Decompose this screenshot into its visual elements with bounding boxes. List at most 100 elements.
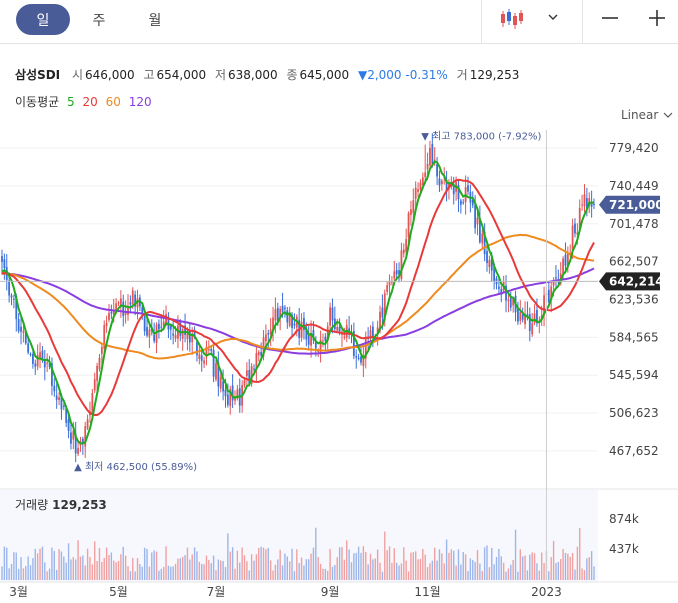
candle-body <box>305 327 308 340</box>
candle-body <box>322 340 324 342</box>
date-tick-label: 2023 <box>531 585 562 599</box>
candle-body <box>51 363 53 386</box>
candle-body <box>338 326 341 332</box>
volume-bar <box>583 570 586 580</box>
candle-body <box>419 182 422 190</box>
candlestick-icon[interactable] <box>500 8 526 30</box>
volume-bar <box>141 566 143 580</box>
volume-bar <box>324 568 327 580</box>
candle-body <box>355 356 358 358</box>
volume-bar <box>246 561 248 580</box>
scale-type-select[interactable]: Linear <box>621 108 673 122</box>
period-month-button[interactable]: 월 <box>148 12 162 29</box>
volume-bar <box>462 552 464 580</box>
volume-bar <box>248 570 250 580</box>
candle-body <box>448 182 450 188</box>
volume-bar <box>303 565 305 580</box>
volume-bar <box>338 547 341 580</box>
volume-bar <box>179 558 182 580</box>
candle-body <box>229 389 232 407</box>
volume-bar <box>498 548 500 580</box>
candle-body <box>53 385 56 392</box>
volume-bar <box>362 546 365 580</box>
volume-bar <box>381 571 384 580</box>
volume-bar <box>262 547 265 580</box>
candle-body <box>286 310 289 323</box>
candle-body <box>521 314 524 320</box>
candle-body <box>331 307 334 321</box>
volume-bar <box>94 541 96 580</box>
candle-body <box>141 306 144 315</box>
volume-bar <box>122 546 124 580</box>
zoom-out-icon[interactable] <box>600 8 620 28</box>
candle-body <box>91 392 94 415</box>
volume-bar <box>39 548 41 580</box>
candle-body <box>360 356 362 363</box>
volume-bar <box>44 562 46 580</box>
volume-bar <box>398 565 400 580</box>
candle-body <box>509 297 512 308</box>
volume-bar <box>127 566 129 580</box>
volume-bar <box>469 558 472 580</box>
candle-body <box>81 438 84 443</box>
volume-bar <box>181 556 184 580</box>
candle-body <box>362 357 365 367</box>
period-day-button[interactable]: 일 <box>16 4 70 35</box>
chevron-down-icon[interactable] <box>546 10 560 24</box>
candle-body <box>555 277 557 279</box>
volume-bar <box>500 556 502 580</box>
period-week-button[interactable]: 주 <box>92 12 106 29</box>
volume-bar <box>400 563 403 580</box>
date-tick-label: 5월 <box>109 585 128 599</box>
close-label: 종 <box>286 68 298 82</box>
volume-tick-label: 874k <box>609 512 639 526</box>
candle-body <box>536 309 538 324</box>
zoom-in-icon[interactable] <box>647 8 667 28</box>
low-annotation: ▲ 최저 462,500 (55.89%) <box>74 461 197 473</box>
volume-bar <box>101 561 103 580</box>
candle-body <box>274 309 277 321</box>
volume-bar <box>448 552 450 580</box>
volume-bar <box>429 563 431 580</box>
candle-body <box>257 351 260 356</box>
candle-body <box>388 280 391 286</box>
volume-bar <box>48 568 51 580</box>
volume-bar <box>288 561 291 580</box>
volume-bar <box>258 547 260 580</box>
volume-bar <box>75 559 77 580</box>
candle-body <box>581 204 584 206</box>
volume-bar <box>305 559 308 580</box>
volume-bar <box>65 562 67 580</box>
candle-body <box>576 232 579 235</box>
candle-body <box>590 202 593 207</box>
candle-body <box>531 323 534 335</box>
volume-bar <box>514 529 517 580</box>
price-tick-label: 545,594 <box>609 368 659 382</box>
candle-body <box>184 325 186 335</box>
price-tick-label: 662,507 <box>609 255 659 269</box>
candle-body <box>10 295 13 298</box>
candle-body <box>224 389 227 397</box>
volume-bar <box>172 566 174 580</box>
candle-body <box>512 298 515 306</box>
candle-body <box>219 377 222 389</box>
candle-body <box>210 349 213 351</box>
candle-body <box>481 233 484 244</box>
candle-body <box>160 326 163 328</box>
candle-body <box>155 324 158 343</box>
candle-body <box>348 328 351 333</box>
candle-body <box>424 172 427 178</box>
candle-body <box>93 379 96 391</box>
candle-body <box>181 329 184 339</box>
candle-body <box>471 199 474 206</box>
volume-bar <box>279 549 281 580</box>
low-label: 저 <box>214 68 227 82</box>
volume-bar <box>521 556 524 580</box>
candle-body <box>196 341 198 356</box>
candle-body <box>288 313 291 326</box>
ma-label: 이동평균 <box>15 95 60 109</box>
volume-bar <box>162 566 165 580</box>
volume-bar <box>22 568 25 580</box>
candle-body <box>8 280 11 296</box>
